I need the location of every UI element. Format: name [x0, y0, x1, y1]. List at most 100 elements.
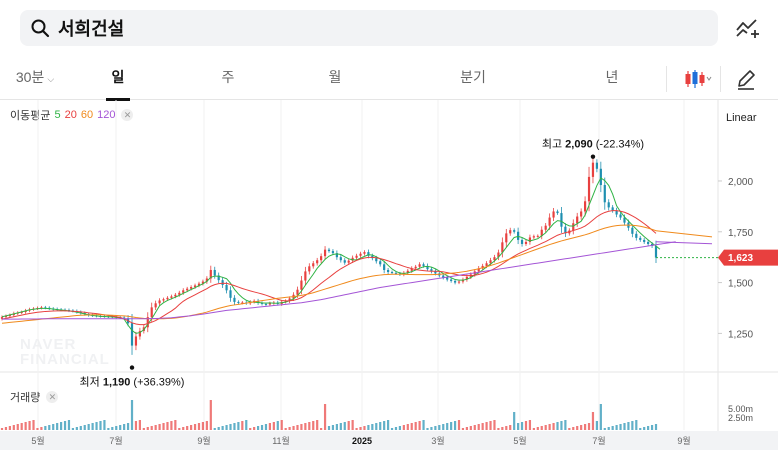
volume-bar	[379, 422, 382, 430]
volume-bar	[414, 422, 417, 430]
x-tick-label: 7월	[592, 435, 605, 446]
low-annotation: 최저 1,190 (+36.39%)	[80, 376, 185, 389]
watermark-line: NAVER	[20, 336, 77, 353]
volume-bar	[528, 420, 532, 430]
volume-bar	[107, 428, 110, 430]
close-icon[interactable]: ✕	[46, 391, 59, 403]
tab-yearly[interactable]: 년	[605, 69, 619, 85]
volume-bar	[556, 422, 559, 430]
price-chart[interactable]: 5월 7월 9월 11월 2025 3월 5월 7월 9월 2,000 1,750 1,500 1,25…	[0, 100, 778, 450]
candle-body	[209, 269, 212, 279]
volume-bar	[402, 425, 405, 430]
candle-body	[572, 223, 575, 231]
volume-bar	[552, 423, 555, 430]
chart-type-selector[interactable]	[678, 58, 718, 100]
candle-body	[532, 236, 535, 238]
candle-body	[166, 297, 169, 300]
low-value: 1,190	[100, 377, 131, 389]
volume-bar	[595, 421, 599, 430]
volume-bar	[221, 426, 224, 430]
ma5-period: 5	[54, 109, 61, 121]
volume-bar	[91, 423, 94, 430]
candle-body	[264, 303, 268, 305]
pencil-icon[interactable]	[733, 66, 759, 92]
candle-body	[390, 272, 394, 274]
candle-body	[654, 246, 658, 258]
volume-bar	[611, 426, 614, 430]
candle-body	[170, 296, 173, 298]
tab-30min[interactable]: 30분 ⌵	[15, 69, 55, 85]
candle-body	[158, 300, 161, 304]
volume-bar	[59, 422, 63, 430]
close-icon[interactable]: ✕	[121, 109, 134, 121]
volume-bar	[524, 421, 528, 430]
candle-body	[201, 281, 205, 284]
candle-body	[320, 256, 323, 261]
volume-bar	[548, 424, 551, 430]
volume-bar	[36, 428, 39, 430]
candle-body	[453, 280, 457, 283]
candle-body	[229, 290, 232, 298]
search-query: 서희건설	[58, 19, 125, 39]
volume-bar	[347, 421, 350, 430]
volume-bar	[71, 428, 75, 430]
candle-body	[288, 298, 291, 301]
candle-body	[284, 300, 287, 302]
volume-axis-label: 2.50m	[728, 413, 753, 423]
volume-bar	[544, 425, 547, 430]
volume-bar	[363, 426, 366, 430]
volume-bar	[142, 428, 145, 430]
volume-bar	[103, 420, 106, 430]
volume-bar	[434, 426, 437, 430]
high-label: 최고	[542, 138, 562, 151]
volume-bar	[390, 428, 394, 430]
candle-body	[643, 239, 646, 242]
candle-body	[580, 211, 583, 217]
candle-body	[647, 241, 650, 244]
scale-mode-toggle[interactable]: Linear	[726, 112, 757, 124]
watermark-logo: NAVER FINANCIAL	[20, 337, 110, 367]
search-bar[interactable]: 서희건설	[20, 10, 718, 46]
tab-quarterly[interactable]: 분기	[460, 69, 486, 85]
candle-body	[221, 280, 224, 286]
tab-monthly[interactable]: 월	[328, 69, 342, 85]
candle-body	[591, 162, 595, 177]
volume-bar	[473, 425, 476, 430]
add-indicator-icon[interactable]	[735, 16, 761, 40]
volume-bar	[497, 428, 500, 430]
tab-weekly[interactable]: 주	[221, 69, 235, 85]
high-marker	[590, 154, 596, 159]
volume-bar	[272, 422, 275, 430]
candle-body	[509, 230, 512, 234]
volume-bar	[87, 424, 90, 430]
volume-bar	[146, 427, 149, 430]
volume-bar	[154, 425, 157, 430]
volume-bar	[288, 427, 291, 430]
volume-bar	[249, 428, 252, 430]
volume-bar	[4, 427, 8, 430]
volume-bar	[576, 426, 579, 430]
candle-body	[174, 294, 177, 297]
candle-body	[520, 239, 524, 244]
volume-bar	[44, 426, 47, 430]
ma20-line	[1, 210, 657, 326]
volume-bar	[292, 426, 295, 430]
volume-bar	[394, 427, 398, 430]
volume-bar	[583, 424, 587, 430]
candle-body	[312, 263, 315, 267]
candle-body	[162, 299, 165, 301]
volume-bar	[40, 427, 43, 430]
watermark-line: FINANCIAL	[20, 351, 110, 368]
volume-bar	[174, 420, 177, 430]
candle-body	[268, 303, 272, 305]
volume-bar	[383, 421, 386, 430]
volume-axis-label: 5.00m	[728, 404, 753, 414]
tab-daily[interactable]: 일	[98, 58, 138, 100]
candle-body	[493, 257, 496, 261]
ma120-line	[2, 241, 676, 320]
volume-bar	[477, 424, 480, 430]
x-tick-label: 11월	[272, 435, 290, 446]
candle-body	[639, 237, 642, 240]
volume-bar	[331, 425, 335, 430]
volume-bar	[461, 428, 465, 430]
